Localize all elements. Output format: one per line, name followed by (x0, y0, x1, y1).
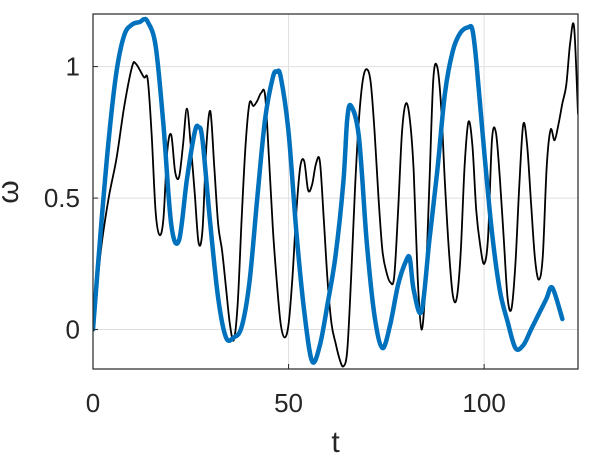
series-line-blue (93, 16, 565, 365)
tick-labels: 0 50 100 0 0.5 1 (44, 52, 506, 418)
grid-lines (92, 14, 578, 369)
series-lines (93, 16, 578, 368)
x-tick-label: 0 (86, 388, 100, 418)
x-tick-label: 100 (462, 388, 505, 418)
x-axis-label: t (331, 426, 340, 459)
series-line-black (93, 22, 578, 368)
y-axis-label: ω (0, 180, 25, 203)
y-tick-label: 0 (66, 315, 80, 345)
plot-frame (92, 13, 579, 370)
y-tick-label: 0.5 (44, 183, 80, 213)
y-tick-label: 1 (66, 52, 80, 82)
x-tick-label: 50 (274, 388, 303, 418)
axis-ticks (92, 66, 485, 369)
